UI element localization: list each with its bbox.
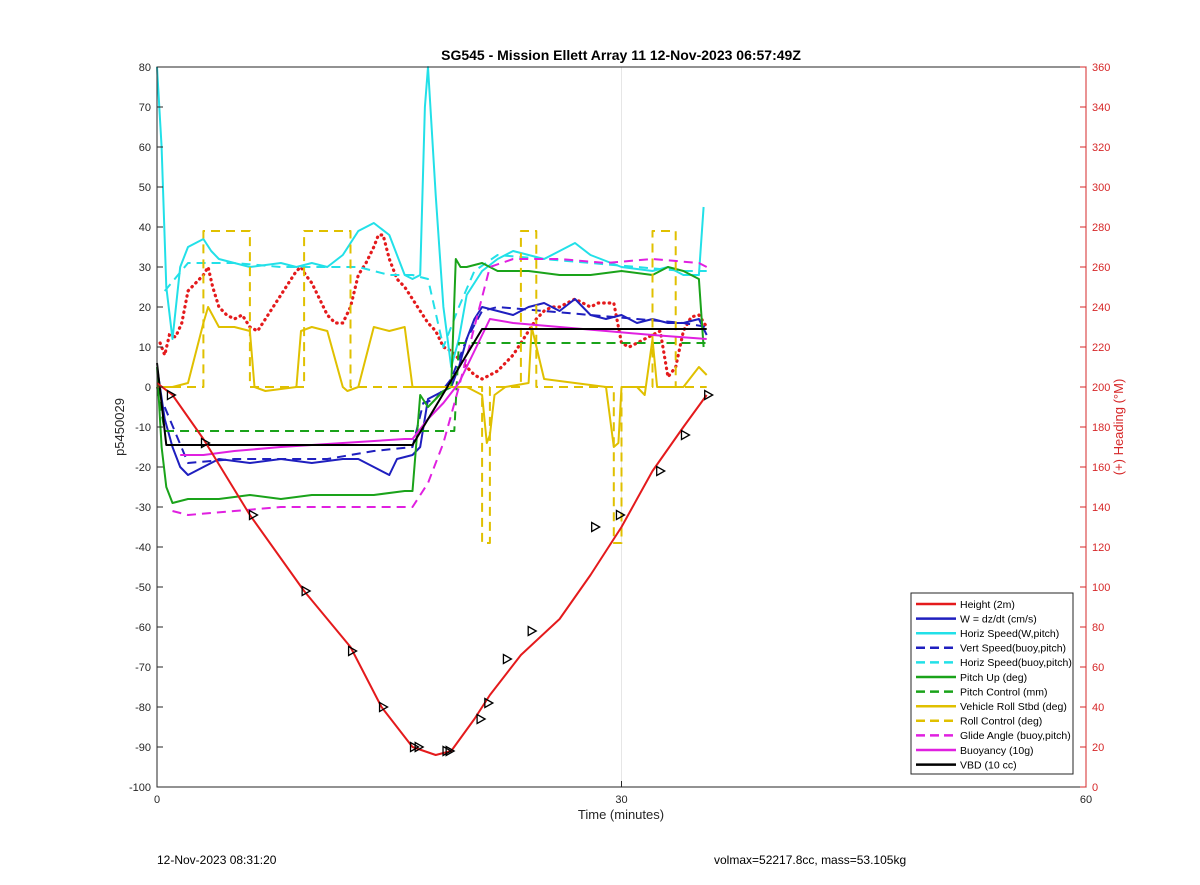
- series-heading: [158, 233, 709, 381]
- y-right-tick-label: 0: [1092, 782, 1098, 794]
- x-tick-label: 30: [615, 794, 627, 806]
- series-pitch-control-mm: [156, 342, 707, 432]
- height-marker: [248, 509, 259, 521]
- legend-entry: Roll Control (deg): [960, 716, 1042, 728]
- series-horiz-speed-w-pitch: [156, 66, 705, 368]
- y-tick-label: -60: [135, 622, 151, 634]
- x-axis-label: Time (minutes): [578, 807, 664, 822]
- y-right-tick-label: 120: [1092, 542, 1110, 554]
- legend-box: [910, 592, 1074, 775]
- height-marker: [442, 745, 453, 757]
- legend: Height (2m) W = dz/dt (cm/s) Horiz Speed(W…: [910, 592, 1074, 775]
- y-axis-label: p5450029: [112, 398, 127, 456]
- height-marker: [484, 697, 495, 709]
- y-right-tick-label: 240: [1092, 302, 1110, 314]
- legend-entry: Glide Angle (buoy,pitch): [960, 730, 1071, 742]
- y-right-tick-label: 160: [1092, 462, 1110, 474]
- y-right-tick-label: 180: [1092, 422, 1110, 434]
- height-marker: [347, 645, 358, 657]
- y-tick-label: 30: [139, 262, 151, 274]
- height-marker: [591, 521, 602, 533]
- y-right-tick-label: 220: [1092, 342, 1110, 354]
- series-vbd-10-cc: [156, 328, 707, 446]
- legend-entry: Vert Speed(buoy,pitch): [960, 643, 1066, 655]
- y-tick-label: 80: [139, 62, 151, 74]
- legend-entry: Pitch Control (mm): [960, 686, 1048, 698]
- height-marker: [476, 713, 487, 725]
- x-tick-label: 0: [154, 794, 160, 806]
- legend-entry: Horiz Speed(buoy,pitch): [960, 657, 1072, 669]
- y-tick-label: -100: [129, 782, 151, 794]
- height-marker: [378, 701, 389, 713]
- y-right-tick-label: 360: [1092, 62, 1110, 74]
- y-right-tick-label: 300: [1092, 182, 1110, 194]
- y-tick-label: 0: [145, 382, 151, 394]
- legend-entry: VBD (10 cc): [960, 759, 1017, 771]
- height-marker: [656, 465, 667, 477]
- height-marker: [445, 745, 456, 757]
- legend-entry: Height (2m): [960, 599, 1015, 611]
- chart-title: SG545 - Mission Ellett Array 11 12-Nov-2…: [441, 47, 801, 63]
- height-marker: [414, 741, 425, 753]
- y-tick-label: -30: [135, 502, 151, 514]
- legend-entry: Horiz Speed(W,pitch): [960, 628, 1059, 640]
- y-tick-label: -90: [135, 742, 151, 754]
- y-right-tick-label: 200: [1092, 382, 1110, 394]
- height-marker: [527, 625, 538, 637]
- height-marker: [615, 509, 626, 521]
- y-tick-label: -20: [135, 462, 151, 474]
- y-right-tick-label: 40: [1092, 702, 1104, 714]
- series-pitch-up-deg: [156, 258, 705, 504]
- height-marker: [680, 429, 691, 441]
- y-right-tick-label: 260: [1092, 262, 1110, 274]
- legend-entry: Buoyancy (10g): [960, 745, 1034, 757]
- y-right-tick-label: 320: [1092, 142, 1110, 154]
- height-marker: [166, 389, 177, 401]
- height-marker: [200, 437, 211, 449]
- height-marker: [502, 653, 513, 665]
- height-marker: [704, 389, 715, 401]
- series-horiz-speed-buoy-pitch: [163, 254, 707, 348]
- x-tick-label: 60: [1080, 794, 1092, 806]
- y-right-tick-label: 80: [1092, 622, 1104, 634]
- legend-entry: Vehicle Roll Stbd (deg): [960, 701, 1067, 713]
- series-glide-angle-buoy-pitch: [172, 258, 708, 516]
- y-tick-label: -70: [135, 662, 151, 674]
- y-tick-label: -40: [135, 542, 151, 554]
- y-tick-label: -10: [135, 422, 151, 434]
- y-tick-label: -50: [135, 582, 151, 594]
- height-marker: [301, 585, 312, 597]
- y-right-tick-label: 140: [1092, 502, 1110, 514]
- y-axis-right-label: (+) Heading (°M): [1111, 379, 1126, 476]
- legend-entry: Pitch Up (deg): [960, 672, 1027, 684]
- y-right-tick-label: 20: [1092, 742, 1104, 754]
- y-right-tick-label: 60: [1092, 662, 1104, 674]
- y-tick-label: 10: [139, 342, 151, 354]
- y-right-tick-label: 340: [1092, 102, 1110, 114]
- y-tick-label: 50: [139, 182, 151, 194]
- y-tick-label: -80: [135, 702, 151, 714]
- footer-timestamp: 12-Nov-2023 08:31:20: [157, 853, 277, 867]
- y-tick-label: 70: [139, 102, 151, 114]
- y-tick-label: 60: [139, 142, 151, 154]
- footer-volmax-mass: volmax=52217.8cc, mass=53.105kg: [714, 853, 907, 867]
- legend-entry: W = dz/dt (cm/s): [960, 613, 1037, 625]
- series-roll-control-deg: [157, 230, 707, 544]
- series-vert-speed-buoy-pitch: [163, 306, 707, 464]
- y-tick-label: 40: [139, 222, 151, 234]
- y-tick-label: 20: [139, 302, 151, 314]
- y-right-tick-label: 100: [1092, 582, 1110, 594]
- height-markers: [166, 389, 715, 757]
- axes: 0 30 60-100-90-80-70-60-50-40-30-20-100102…: [129, 62, 1110, 806]
- y-right-tick-label: 280: [1092, 222, 1110, 234]
